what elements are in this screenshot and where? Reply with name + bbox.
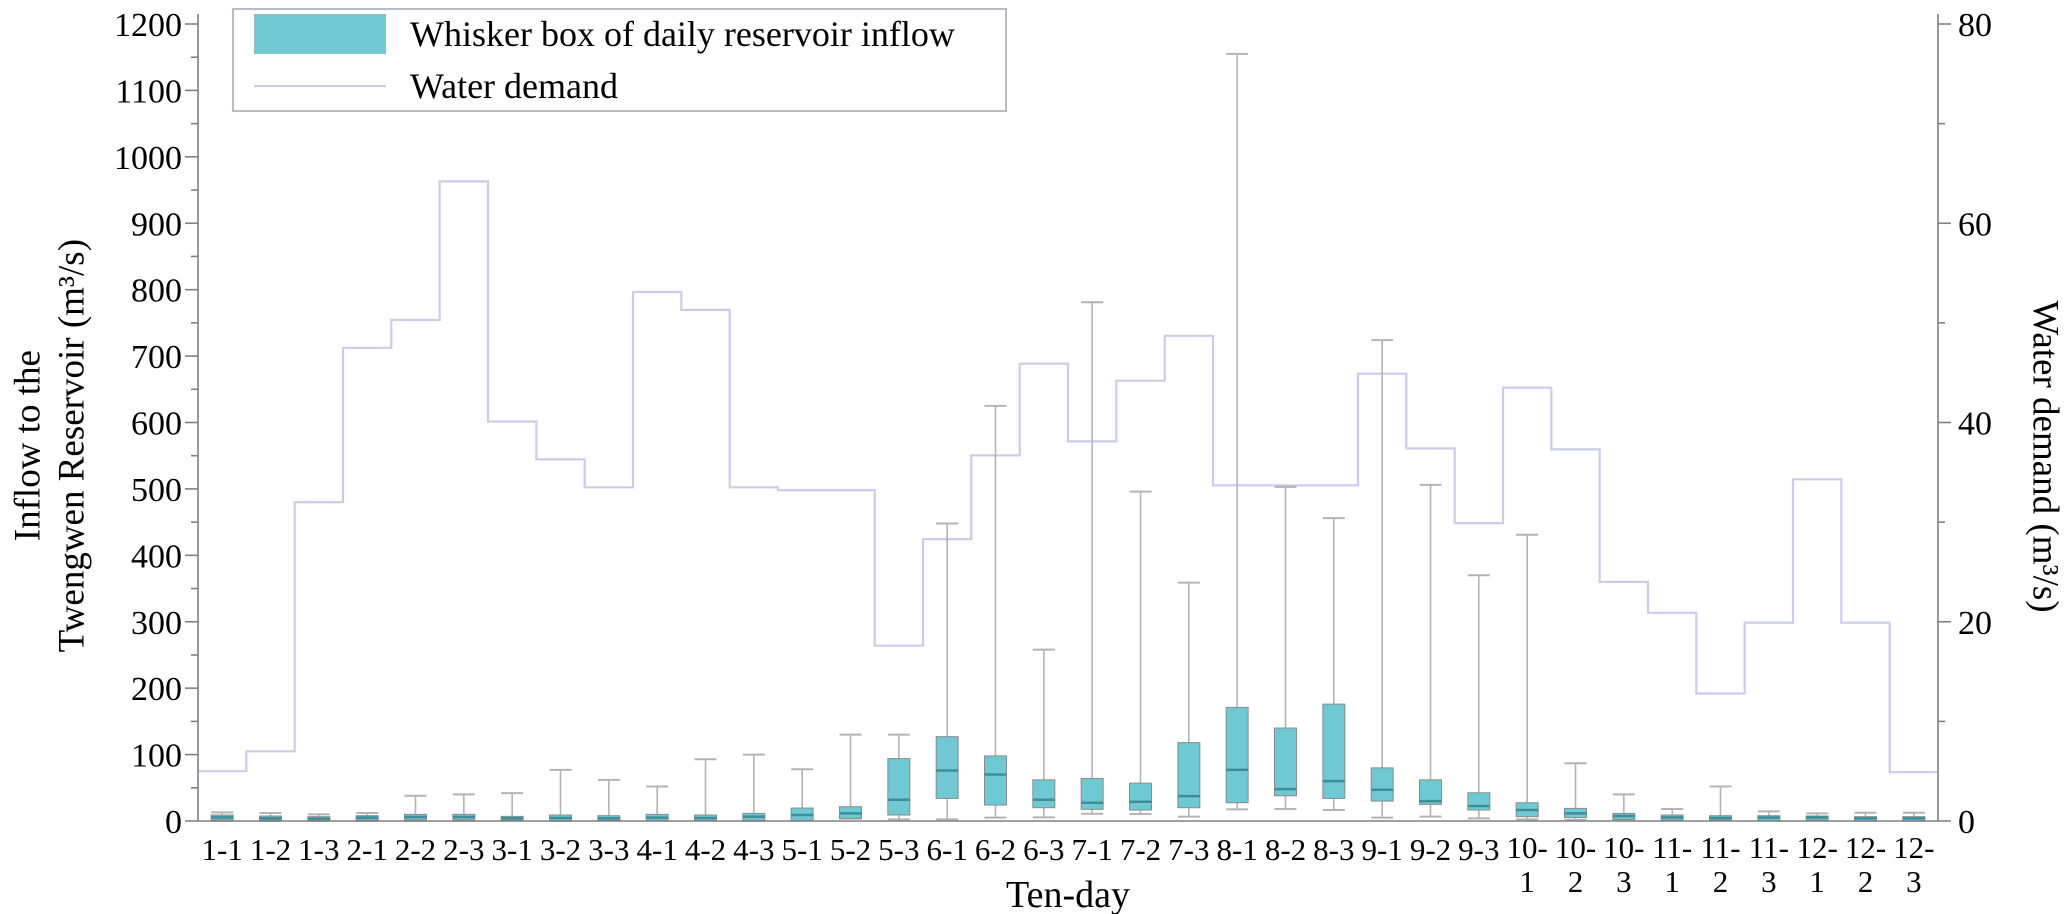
x-axis-title: Ten-day (1006, 874, 1130, 914)
x-tick-label: 4-1 (637, 832, 678, 867)
box-8-3 (1322, 703, 1346, 799)
x-tick-label: 8-3 (1313, 832, 1354, 867)
x-tick-label: 2-3 (443, 832, 484, 867)
x-tick-label: 3-3 (588, 832, 629, 867)
x-tick-label: 3 (1616, 864, 1632, 899)
x-tick-label: 11- (1652, 830, 1692, 865)
y-left-tick-label: 0 (165, 804, 182, 841)
x-tick-label: 4-3 (733, 832, 774, 867)
y-left-tick-label: 700 (131, 339, 182, 376)
box-7-3 (1177, 742, 1201, 809)
box-8-2 (1274, 727, 1297, 797)
box-9-3 (1467, 792, 1491, 811)
x-tick-label: 1 (1519, 864, 1535, 899)
y-right-tick-label: 0 (1958, 804, 1975, 841)
box-6-1 (935, 736, 959, 799)
x-tick-label: 2-1 (347, 832, 388, 867)
x-tick-label: 10- (1555, 830, 1596, 865)
line-swatch-icon (254, 85, 386, 87)
box-8-1 (1225, 706, 1249, 804)
x-tick-label: 2 (1713, 864, 1729, 899)
x-tick-label: 1-1 (202, 832, 243, 867)
right-axis-title: Water demand (m³/s) (2024, 300, 2066, 613)
x-tick-label: 8-1 (1217, 832, 1258, 867)
x-tick-label: 7-1 (1072, 832, 1113, 867)
y-left-tick-label: 500 (131, 472, 182, 509)
y-left-tick-label: 100 (131, 738, 182, 775)
y-left-tick-label: 200 (131, 671, 182, 708)
x-tick-label: 5-3 (878, 832, 919, 867)
water-demand-line (198, 180, 1938, 774)
y-right-tick-label: 40 (1958, 406, 1992, 443)
x-tick-label: 12- (1893, 830, 1934, 865)
left-axis-title: Inflow to the Twengwen Reservoir (m³/s) (6, 41, 93, 851)
box-5-3 (887, 758, 911, 816)
x-tick-label: 9-1 (1362, 832, 1403, 867)
x-tick-label: 9-3 (1458, 832, 1499, 867)
x-tick-label: 1-3 (298, 832, 339, 867)
legend-item-demand: Water demand (254, 64, 1005, 108)
y-left-tick-label: 900 (131, 206, 182, 243)
x-tick-label: 2 (1568, 864, 1584, 899)
box-7-1 (1080, 777, 1104, 810)
legend-label-inflow: Whisker box of daily reservoir inflow (410, 14, 955, 54)
x-tick-label: 5-2 (830, 832, 871, 867)
x-tick-label: 4-2 (685, 832, 726, 867)
y-right-tick-label: 80 (1958, 7, 1992, 44)
legend-label-demand: Water demand (410, 66, 619, 106)
x-tick-label: 8-2 (1265, 832, 1306, 867)
x-tick-label: 2 (1858, 864, 1874, 899)
x-tick-label: 6-1 (927, 832, 968, 867)
y-right-tick-label: 60 (1958, 206, 1992, 243)
x-tick-label: 10- (1507, 830, 1548, 865)
x-tick-label: 3-2 (540, 832, 581, 867)
left-axis-title-line1: Inflow to the (7, 350, 49, 542)
box-6-3 (1032, 779, 1056, 809)
x-tick-label: 1-2 (250, 832, 291, 867)
box-swatch-icon (254, 14, 386, 54)
x-tick-label: 7-3 (1168, 832, 1209, 867)
x-tick-label: 3 (1906, 864, 1922, 899)
y-left-tick-label: 300 (131, 605, 182, 642)
x-tick-label: 6-3 (1023, 832, 1064, 867)
x-tick-label: 5-1 (782, 832, 823, 867)
x-tick-label: 7-2 (1120, 832, 1161, 867)
x-tick-label: 10- (1603, 830, 1644, 865)
x-tick-label: 1 (1809, 864, 1825, 899)
x-tick-label: 3-1 (492, 832, 533, 867)
x-tick-label: 3 (1761, 864, 1777, 899)
x-tick-label: 2-2 (395, 832, 436, 867)
y-left-tick-label: 1000 (114, 140, 182, 177)
x-tick-label: 1 (1664, 864, 1680, 899)
y-left-tick-label: 800 (131, 273, 182, 310)
x-tick-label: 11- (1700, 830, 1740, 865)
x-tick-label: 12- (1797, 830, 1838, 865)
y-left-tick-label: 400 (131, 538, 182, 575)
x-tick-label: 11- (1749, 830, 1789, 865)
box-6-2 (984, 755, 1007, 806)
x-tick-label: 12- (1845, 830, 1886, 865)
box-9-2 (1419, 779, 1442, 805)
y-left-tick-label: 1200 (114, 7, 182, 44)
legend: Whisker box of daily reservoir inflow Wa… (232, 8, 1007, 112)
y-right-tick-label: 20 (1958, 605, 1992, 642)
legend-item-inflow: Whisker box of daily reservoir inflow (254, 12, 1005, 56)
x-tick-label: 6-2 (975, 832, 1016, 867)
left-axis-title-line2: Twengwen Reservoir (m³/s) (51, 238, 92, 653)
box-7-2 (1129, 782, 1152, 811)
box-9-1 (1370, 767, 1394, 802)
y-left-tick-label: 1100 (115, 73, 182, 110)
y-left-tick-label: 600 (131, 406, 182, 443)
x-tick-label: 9-2 (1410, 832, 1451, 867)
